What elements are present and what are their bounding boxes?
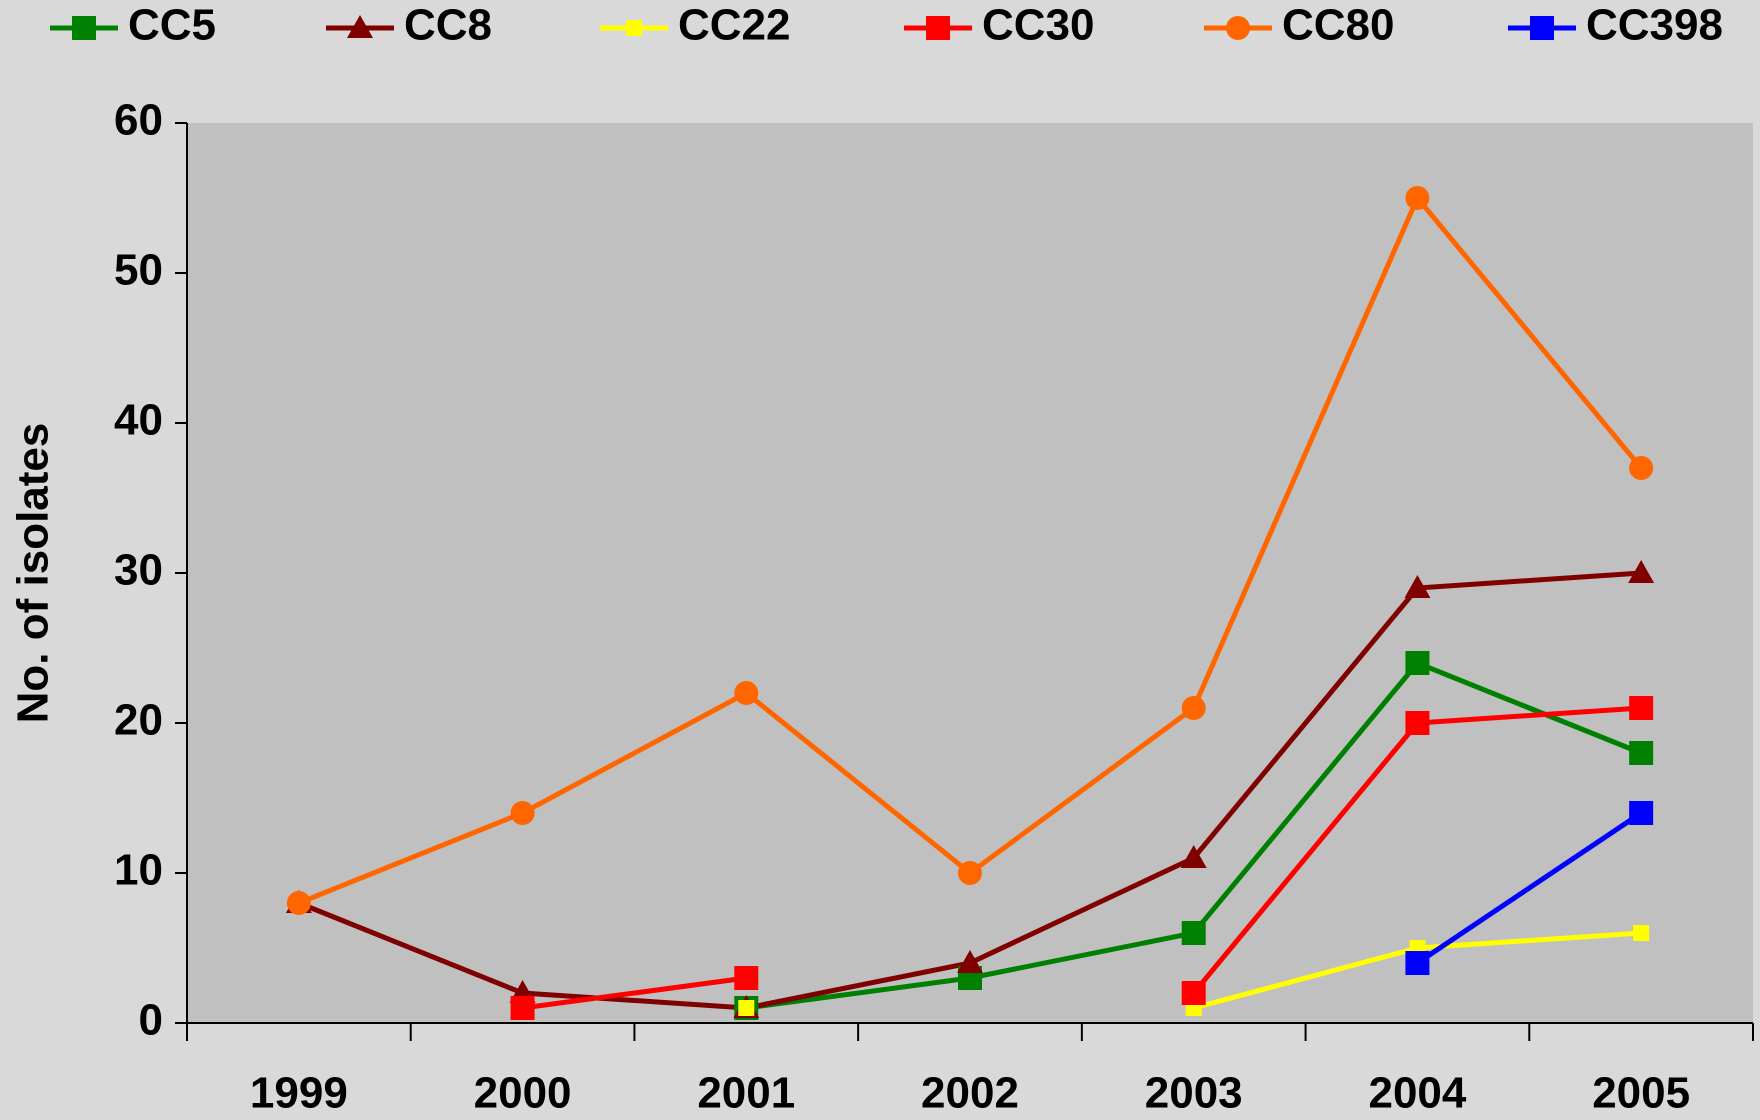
x-tick-label: 2002	[921, 1069, 1019, 1118]
data-point	[958, 861, 982, 885]
data-point	[734, 966, 759, 990]
legend-label: CC30	[982, 1, 1095, 50]
data-point	[1629, 801, 1654, 825]
data-point	[510, 996, 535, 1020]
data-point	[1629, 456, 1654, 480]
y-tick-label: 30	[114, 546, 163, 595]
legend-label: CC80	[1282, 1, 1395, 50]
data-point	[1405, 711, 1430, 735]
data-point	[1404, 575, 1431, 598]
y-tick-label: 10	[114, 846, 163, 895]
series-line	[1416, 810, 1643, 966]
data-point	[734, 681, 759, 705]
data-point	[1405, 651, 1430, 675]
data-point	[1629, 741, 1654, 765]
x-tick-label: 2000	[474, 1069, 572, 1118]
legend-label: CC398	[1586, 1, 1723, 50]
y-tick-label: 20	[114, 696, 163, 745]
x-tick-label: 1999	[250, 1069, 348, 1118]
data-point	[1180, 845, 1207, 868]
y-tick-label: 60	[114, 96, 163, 145]
legend-label: CC22	[678, 1, 791, 50]
x-tick-label: 2001	[697, 1069, 795, 1118]
data-point	[1628, 560, 1655, 583]
data-point	[1181, 696, 1206, 720]
y-tick-label: 0	[139, 996, 163, 1045]
data-point	[738, 1000, 755, 1016]
x-tick-label: 2005	[1592, 1069, 1690, 1118]
y-axis-label: No. of isolates	[9, 423, 58, 724]
legend-marker	[926, 16, 950, 40]
data-point	[1181, 981, 1206, 1005]
legend-marker	[1226, 16, 1250, 40]
y-tick-label: 50	[114, 246, 163, 295]
plot-area	[187, 123, 1753, 1023]
data-point	[1405, 951, 1430, 975]
legend-marker	[626, 20, 642, 36]
legend-label: CC8	[404, 1, 492, 50]
data-point	[957, 950, 983, 973]
y-tick-label: 40	[114, 396, 163, 445]
legend-label: CC5	[128, 1, 216, 50]
data-point	[1633, 925, 1650, 941]
legend-marker	[1530, 16, 1554, 40]
data-point	[1405, 186, 1430, 210]
data-point	[1181, 921, 1206, 945]
data-point	[286, 891, 311, 915]
x-tick-label: 2003	[1145, 1069, 1243, 1118]
x-tick-label: 2004	[1368, 1069, 1466, 1118]
data-point	[510, 801, 535, 825]
data-point	[1629, 696, 1654, 720]
legend-marker	[347, 15, 373, 38]
legend-marker	[72, 16, 96, 40]
